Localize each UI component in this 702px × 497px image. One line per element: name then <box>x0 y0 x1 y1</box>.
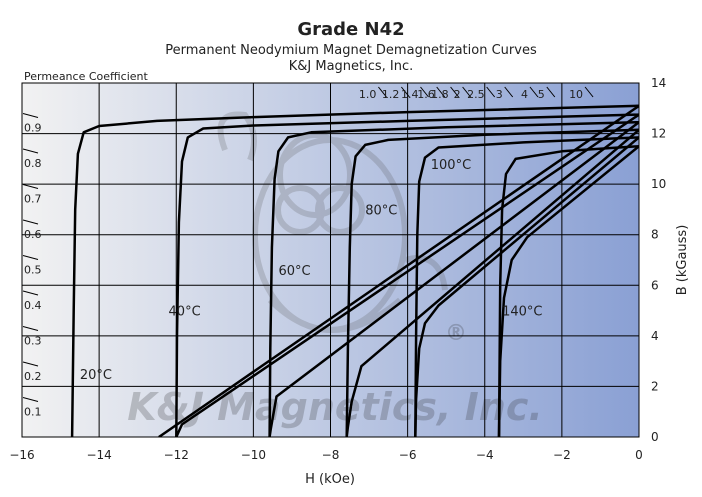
permeance-left-label: 0.2 <box>24 370 42 383</box>
curve-temperature-label: 60°C <box>278 264 310 279</box>
normal-curve <box>497 145 639 437</box>
watermark-text: K&J Magnetics, Inc. <box>127 385 543 429</box>
permeance-top-label: 2.5 <box>467 88 485 101</box>
permeance-top-label: 1.4 <box>401 88 419 101</box>
permeance-top-tick <box>529 86 539 98</box>
permeance-top-tick <box>420 86 429 98</box>
normal-curve <box>175 113 639 437</box>
permeance-top-label: 1.8 <box>431 88 449 101</box>
x-tick-label: −2 <box>553 448 571 462</box>
permeance-top-tick <box>546 86 556 98</box>
x-tick-label: −10 <box>241 448 266 462</box>
y-tick-label: 6 <box>651 278 659 292</box>
x-axis-ticks: −16 −14 −12 −10 −8 −6 −4 −2 0 <box>9 448 642 462</box>
permeance-left-tick <box>22 290 39 296</box>
intrinsic-curve <box>268 120 639 437</box>
permeance-top-scale: 1.0 1.2 1.41.61.8 2 2.5 3 4 5 10 <box>359 86 594 101</box>
y-tick-label: 12 <box>651 127 666 141</box>
permeance-left-label: 0.5 <box>24 264 42 277</box>
y-tick-label: 14 <box>651 76 666 90</box>
chart-credit: K&J Magnetics, Inc. <box>289 59 414 74</box>
curve-temperature-label: 40°C <box>169 305 201 320</box>
permeance-left-tick <box>22 113 39 118</box>
curve-temperature-label: 20°C <box>80 368 112 383</box>
curve-temperature-label: 80°C <box>365 203 397 218</box>
permeance-left-tick <box>22 326 39 331</box>
curve-labels: 20°C 40°C 60°C 80°C 100°C 140°C <box>80 158 543 383</box>
x-tick-label: 0 <box>635 448 643 462</box>
permeance-top-tick <box>378 86 387 98</box>
intrinsic-curve <box>414 136 639 437</box>
permeance-top-label: 1.0 <box>359 88 377 101</box>
intrinsic-curve <box>345 128 639 437</box>
y-tick-label: 0 <box>651 430 659 444</box>
watermark-mark: ® <box>445 321 467 346</box>
permeance-left-tick <box>22 361 39 367</box>
permeance-left-tick <box>22 397 39 402</box>
permeance-left-label: 0.9 <box>24 122 42 135</box>
permeance-top-tick <box>400 86 410 98</box>
permeance-top-tick <box>450 86 459 98</box>
permeance-top-tick <box>462 86 472 98</box>
chart-title: Grade N42 <box>297 19 404 40</box>
permeance-left-label: 0.7 <box>24 193 42 206</box>
permeance-top-label: 2 <box>454 88 461 101</box>
normal-curve <box>414 136 639 437</box>
permeance-left-tick <box>22 219 39 225</box>
x-tick-label: −4 <box>476 448 494 462</box>
chart-subtitle: Permanent Neodymium Magnet Demagnetizati… <box>165 43 537 58</box>
permeance-left-tick <box>22 255 39 260</box>
permeance-top-tick <box>436 86 446 98</box>
x-tick-label: −6 <box>399 448 417 462</box>
permeance-left-tick <box>22 148 39 154</box>
permeance-left-label: 0.1 <box>24 406 42 419</box>
normal-curve <box>158 104 639 437</box>
permeance-top-tick <box>584 86 594 98</box>
y-axis-ticks: 0 2 4 6 8 10 12 14 <box>651 76 666 444</box>
y-axis-label: B (kGauss) <box>675 225 690 296</box>
permeance-axis-label: Permeance Coefficient <box>24 70 149 83</box>
curve-temperature-label: 140°C <box>502 305 542 320</box>
permeance-top-tick <box>504 86 514 98</box>
x-axis-label: H (kOe) <box>305 472 355 487</box>
curve-temperature-label: 100°C <box>431 158 471 173</box>
x-tick-label: −14 <box>86 448 111 462</box>
intrinsic-curve <box>175 113 639 437</box>
y-tick-label: 2 <box>651 379 659 393</box>
permeance-top-label: 3 <box>496 88 503 101</box>
permeance-left-label: 0.4 <box>24 299 42 312</box>
y-tick-label: 4 <box>651 329 659 343</box>
permeance-top-label: 1.6 <box>417 88 435 101</box>
x-tick-label: −12 <box>164 448 189 462</box>
x-tick-label: −16 <box>9 448 34 462</box>
permeance-top-label: 4 <box>521 88 528 101</box>
normal-curve <box>268 121 639 437</box>
curves <box>70 104 639 437</box>
permeance-left-scale: 0.9 0.8 0.7 0.6 0.5 0.4 0.3 0.2 0.1 <box>22 113 42 419</box>
permeance-top-label: 5 <box>538 88 545 101</box>
plot-border <box>21 82 640 438</box>
permeance-left-tick <box>22 184 39 189</box>
permeance-top-label: 1.2 <box>382 88 400 101</box>
permeance-left-label: 0.8 <box>24 157 42 170</box>
permeance-top-label: 10 <box>569 88 583 101</box>
y-tick-label: 10 <box>651 177 666 191</box>
permeance-top-tick <box>486 86 496 98</box>
y-tick-label: 8 <box>651 228 659 242</box>
x-tick-label: −8 <box>322 448 340 462</box>
intrinsic-curve <box>70 104 639 437</box>
permeance-left-label: 0.3 <box>24 335 42 348</box>
normal-curve <box>345 128 639 437</box>
permeance-left-label: 0.6 <box>24 228 42 241</box>
